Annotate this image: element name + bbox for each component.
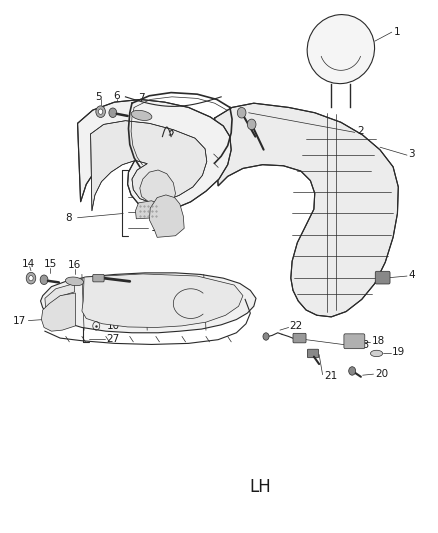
Text: 14: 14 xyxy=(22,259,35,269)
Text: 22: 22 xyxy=(290,321,303,331)
FancyBboxPatch shape xyxy=(293,333,306,343)
Circle shape xyxy=(263,333,269,340)
Text: 17: 17 xyxy=(13,316,26,326)
Text: LH: LH xyxy=(250,478,271,496)
Circle shape xyxy=(237,108,246,118)
Polygon shape xyxy=(82,274,243,327)
Text: 10: 10 xyxy=(107,321,120,331)
Text: 2: 2 xyxy=(357,126,364,136)
Polygon shape xyxy=(45,284,74,310)
Circle shape xyxy=(109,108,117,117)
Text: 6: 6 xyxy=(113,91,120,101)
Circle shape xyxy=(96,106,106,117)
Ellipse shape xyxy=(65,277,84,286)
Circle shape xyxy=(247,119,256,130)
Polygon shape xyxy=(215,103,398,317)
Text: 3: 3 xyxy=(408,149,415,159)
Text: 20: 20 xyxy=(375,369,388,378)
Text: 27: 27 xyxy=(107,334,120,344)
Polygon shape xyxy=(41,273,256,333)
Circle shape xyxy=(29,276,33,281)
Ellipse shape xyxy=(131,110,152,120)
Polygon shape xyxy=(91,120,207,211)
Text: 7: 7 xyxy=(138,93,145,103)
Text: 26: 26 xyxy=(107,308,120,318)
Text: 5: 5 xyxy=(95,92,101,102)
Text: 16: 16 xyxy=(68,261,81,270)
FancyBboxPatch shape xyxy=(375,271,390,284)
Text: 11: 11 xyxy=(151,191,164,201)
Text: 21: 21 xyxy=(324,372,338,381)
Text: 15: 15 xyxy=(43,259,57,269)
Polygon shape xyxy=(42,293,75,331)
FancyBboxPatch shape xyxy=(93,274,104,282)
Text: 19: 19 xyxy=(392,348,406,358)
Circle shape xyxy=(26,272,36,284)
Polygon shape xyxy=(149,195,184,237)
Text: 18: 18 xyxy=(372,336,385,346)
Text: 13: 13 xyxy=(151,223,164,233)
Polygon shape xyxy=(140,170,176,206)
Text: 10: 10 xyxy=(151,175,164,185)
Ellipse shape xyxy=(307,14,374,84)
FancyBboxPatch shape xyxy=(307,349,319,358)
Text: 23: 23 xyxy=(356,340,369,350)
Text: 12: 12 xyxy=(151,207,164,217)
Text: 4: 4 xyxy=(408,270,415,280)
Text: 9: 9 xyxy=(151,165,157,175)
Text: 25: 25 xyxy=(107,297,120,308)
Ellipse shape xyxy=(371,350,383,357)
Polygon shape xyxy=(135,201,160,219)
Text: 8: 8 xyxy=(65,213,72,223)
Circle shape xyxy=(349,367,356,375)
Circle shape xyxy=(40,275,48,285)
Text: 24: 24 xyxy=(107,285,120,295)
Polygon shape xyxy=(78,100,231,211)
Text: 1: 1 xyxy=(394,27,401,37)
FancyBboxPatch shape xyxy=(344,334,365,349)
Circle shape xyxy=(99,109,103,114)
